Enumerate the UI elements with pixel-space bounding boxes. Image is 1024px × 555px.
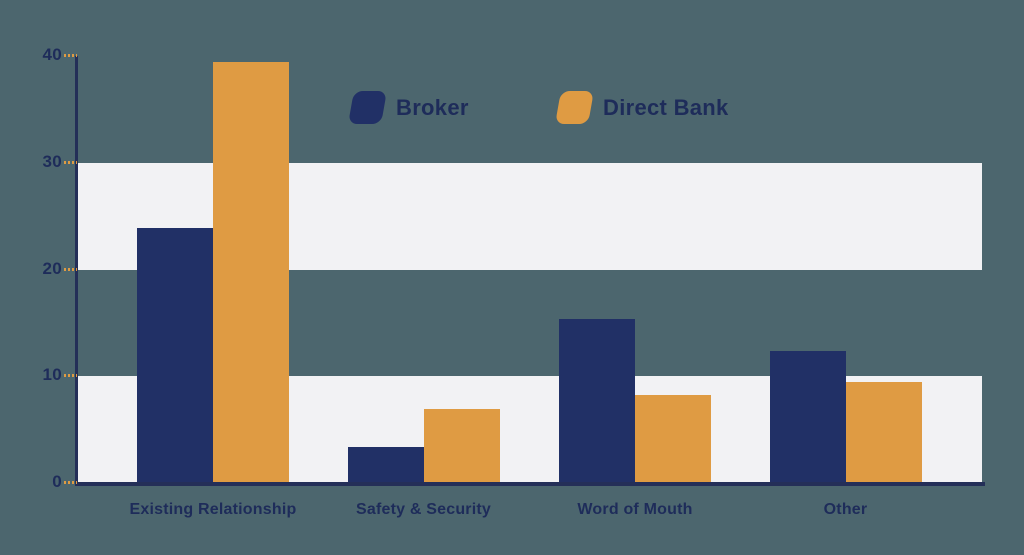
y-tick-dash-10 [64,374,77,378]
bar-direct-bank-existing-relationship [213,62,289,483]
broker-swatch-icon [348,91,387,124]
y-axis-line [75,56,78,485]
y-tick-dash-40 [64,54,77,57]
legend-item-broker: Broker [348,91,469,124]
x-category-label-existing-relationship: Existing Relationship [129,501,297,518]
direct-bank-swatch-icon [555,91,594,124]
y-tick-label-40: 40 [42,45,62,64]
y-tick-label-30: 30 [42,151,62,171]
y-tick-label-20: 20 [42,258,62,278]
bar-broker-word-of-mouth [559,318,635,483]
bar-direct-bank-safety-security [423,409,500,483]
legend-item-direct-bank: Direct Bank [555,91,729,124]
y-tick-label-10: 10 [42,365,62,385]
bar-broker-safety-security [347,446,424,483]
legend-label-broker: Broker [396,94,469,120]
y-tick-dash-20 [64,267,77,271]
y-tick-dash-0 [64,481,77,484]
x-category-label-safety-security: Safety & Security [355,501,491,518]
bar-direct-bank-word-of-mouth [635,395,711,483]
bar-broker-other [769,350,846,483]
bar-direct-bank-other [845,381,922,483]
x-axis-line [75,482,985,486]
y-tick-dash-30 [64,160,77,164]
x-category-label-word-of-mouth: Word of Mouth [577,501,693,518]
legend-label-direct-bank: Direct Bank [603,94,729,120]
bar-broker-existing-relationship [137,227,213,483]
x-category-label-other: Other [823,501,868,518]
y-tick-label-0: 0 [52,472,62,491]
